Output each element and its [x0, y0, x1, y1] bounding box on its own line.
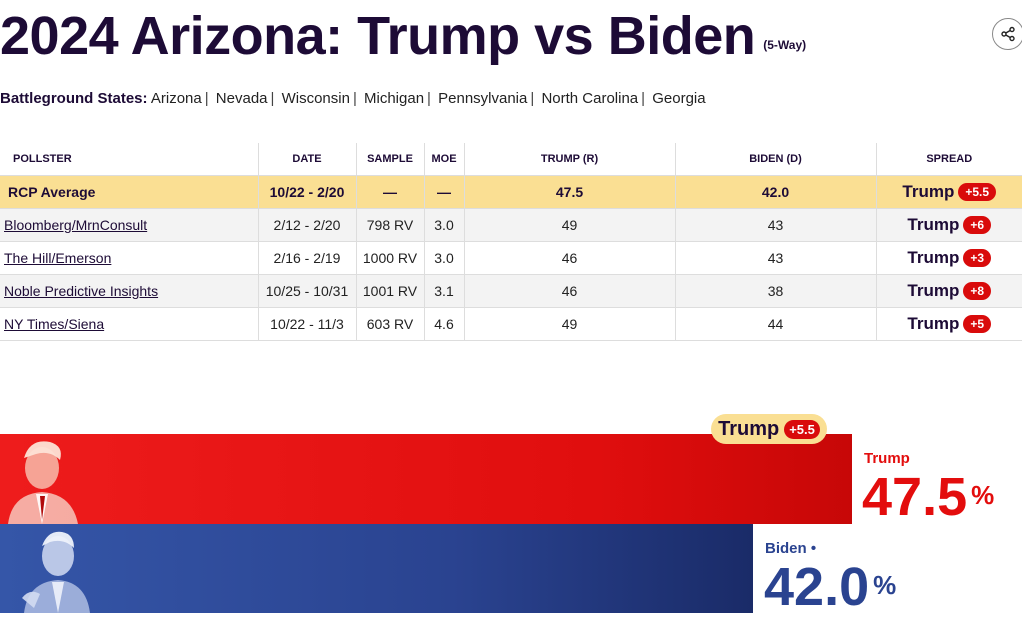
- pollster-link[interactable]: Bloomberg/MrnConsult: [4, 217, 148, 233]
- cell-spread: Trump +5.5: [875, 175, 1022, 209]
- table-row: Bloomberg/MrnConsult 2/12 - 2/20 798 RV …: [0, 208, 1022, 242]
- spread-badge: +5: [963, 315, 992, 333]
- page-subtitle: (5-Way): [763, 38, 807, 52]
- cell-trump: 47.5: [463, 175, 675, 209]
- cell-sample: 603 RV: [355, 307, 424, 341]
- cell-biden: 38: [674, 274, 876, 308]
- spread-badge: +6: [963, 216, 992, 234]
- leader-name: Trump: [718, 417, 780, 440]
- cell-biden: 43: [674, 208, 876, 242]
- leader-spread-pill: Trump +5.5: [711, 414, 827, 444]
- col-header-trump: TRUMP (R): [463, 143, 675, 176]
- trump-pct-number: 47.5: [862, 467, 968, 527]
- trump-photo: [6, 434, 86, 524]
- spread-badge: +5.5: [958, 183, 997, 201]
- biden-pct-number: 42.0: [764, 557, 870, 617]
- biden-result-label: Biden •: [765, 540, 817, 557]
- cell-sample: 1001 RV: [355, 274, 424, 308]
- spread-leader: Trump: [902, 182, 955, 201]
- trump-result-value: 47.5%: [862, 470, 994, 524]
- state-link-michigan[interactable]: Michigan: [364, 90, 425, 107]
- pollster-link[interactable]: The Hill/Emerson: [4, 250, 112, 266]
- col-header-moe: MOE: [423, 143, 464, 176]
- cell-sample: 1000 RV: [355, 241, 424, 275]
- cell-date: 10/22 - 2/20: [257, 175, 356, 209]
- trump-result-label: Trump: [864, 450, 910, 467]
- table-header-row: POLLSTER DATE SAMPLE MOE TRUMP (R) BIDEN…: [0, 143, 1022, 176]
- table-row: NY Times/Siena 10/22 - 11/3 603 RV 4.6 4…: [0, 307, 1022, 341]
- biden-result-value: 42.0%: [764, 560, 896, 614]
- cell-sample: 798 RV: [355, 208, 424, 242]
- share-icon: [1001, 26, 1015, 42]
- state-link-north-carolina[interactable]: North Carolina: [541, 90, 639, 107]
- cell-trump: 49: [463, 307, 675, 341]
- cell-trump: 49: [463, 208, 675, 242]
- spread-leader: Trump: [907, 215, 960, 234]
- col-header-pollster: POLLSTER: [0, 143, 258, 176]
- cell-moe: 4.6: [423, 307, 464, 341]
- biden-pct-sign: %: [873, 570, 897, 600]
- page-title: 2024 Arizona: Trump vs Biden: [0, 6, 756, 66]
- col-header-sample: SAMPLE: [355, 143, 424, 176]
- cell-moe: 3.0: [423, 208, 464, 242]
- cell-spread: Trump +5: [875, 307, 1022, 341]
- cell-pollster: Noble Predictive Insights: [0, 274, 258, 308]
- cell-date: 2/12 - 2/20: [257, 208, 356, 242]
- cell-biden: 42.0: [674, 175, 876, 209]
- trump-result-bar: [0, 434, 852, 524]
- table-row: The Hill/Emerson 2/16 - 2/19 1000 RV 3.0…: [0, 241, 1022, 275]
- leader-spread-badge: +5.5: [784, 419, 820, 439]
- cell-moe: 3.0: [423, 241, 464, 275]
- spread-badge: +8: [963, 282, 992, 300]
- table-row: Noble Predictive Insights 10/25 - 10/31 …: [0, 274, 1022, 308]
- pollster-link[interactable]: Noble Predictive Insights: [4, 283, 159, 299]
- cell-biden: 44: [674, 307, 876, 341]
- cell-sample: —: [355, 175, 424, 209]
- state-link-georgia[interactable]: Georgia: [652, 90, 706, 107]
- col-header-date: DATE: [257, 143, 356, 176]
- rcp-average-label: RCP Average: [0, 175, 258, 209]
- cell-pollster: Bloomberg/MrnConsult: [0, 208, 258, 242]
- cell-spread: Trump +6: [875, 208, 1022, 242]
- pollster-link[interactable]: NY Times/Siena: [4, 316, 105, 332]
- cell-spread: Trump +8: [875, 274, 1022, 308]
- polls-table: POLLSTER DATE SAMPLE MOE TRUMP (R) BIDEN…: [0, 143, 1022, 341]
- cell-moe: 3.1: [423, 274, 464, 308]
- cell-biden: 43: [674, 241, 876, 275]
- cell-date: 10/25 - 10/31: [257, 274, 356, 308]
- cell-moe: —: [423, 175, 464, 209]
- state-link-nevada[interactable]: Nevada: [215, 90, 268, 107]
- spread-leader: Trump: [907, 281, 960, 300]
- spread-leader: Trump: [907, 248, 960, 267]
- trump-pct-sign: %: [971, 480, 995, 510]
- cell-trump: 46: [463, 241, 675, 275]
- share-button[interactable]: [992, 18, 1022, 50]
- rcp-average-row: RCP Average 10/22 - 2/20 — — 47.5 42.0 T…: [0, 175, 1022, 209]
- battleground-label: Battleground States:: [0, 90, 148, 107]
- spread-badge: +3: [963, 249, 992, 267]
- cell-date: 2/16 - 2/19: [257, 241, 356, 275]
- cell-date: 10/22 - 11/3: [257, 307, 356, 341]
- state-link-wisconsin[interactable]: Wisconsin: [281, 90, 350, 107]
- col-header-spread: SPREAD: [875, 143, 1022, 176]
- cell-spread: Trump +3: [875, 241, 1022, 275]
- biden-result-bar: [0, 524, 753, 613]
- battleground-states-nav: Battleground States: Arizona | Nevada | Wi…: [0, 90, 706, 107]
- page-header: 2024 Arizona: Trump vs Biden (5-Way): [0, 2, 806, 70]
- cell-pollster: NY Times/Siena: [0, 307, 258, 341]
- state-link-pennsylvania[interactable]: Pennsylvania: [438, 90, 528, 107]
- state-link-arizona[interactable]: Arizona: [150, 90, 202, 107]
- biden-photo: [20, 524, 100, 614]
- col-header-biden: BIDEN (D): [674, 143, 876, 176]
- cell-pollster: The Hill/Emerson: [0, 241, 258, 275]
- cell-trump: 46: [463, 274, 675, 308]
- spread-leader: Trump: [907, 314, 960, 333]
